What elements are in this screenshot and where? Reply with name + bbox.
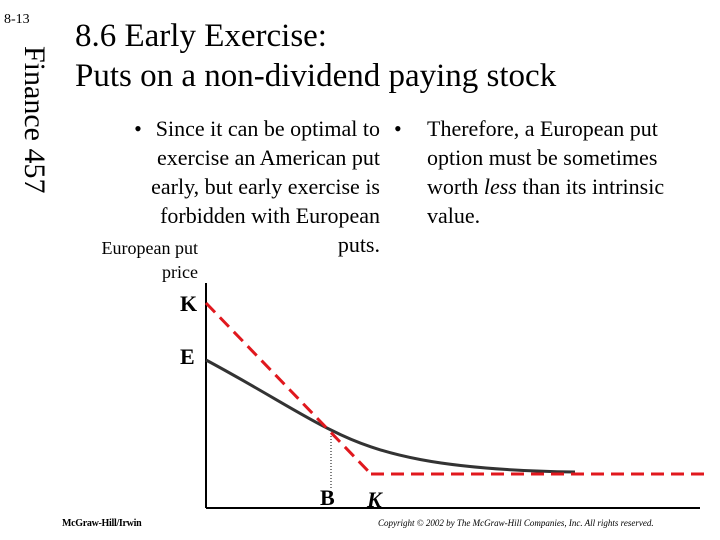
slide-title-line-2: Puts on a non-dividend paying stock bbox=[75, 58, 557, 94]
slide-title: 8.6 Early Exercise: Puts on a non-divide… bbox=[75, 16, 675, 96]
x-tick-strike-k: K bbox=[367, 487, 382, 512]
left-bullet-text-1: Since it can be optimal to bbox=[155, 116, 380, 141]
left-bullet: • Since it can be optimal to exercise an … bbox=[88, 114, 380, 259]
y-axis-label-line-2: price bbox=[162, 262, 198, 282]
right-bullet: • Therefore, a European put option must … bbox=[394, 114, 694, 230]
left-bullet-line-3: early, but early exercise is bbox=[151, 174, 380, 199]
footer-copyright: Copyright © 2002 by The McGraw-Hill Comp… bbox=[378, 518, 654, 528]
slide-title-line-1: 8.6 Early Exercise: bbox=[75, 18, 327, 54]
y-axis-label: European put price bbox=[84, 236, 198, 284]
right-bullet-emphasis: less bbox=[483, 174, 517, 199]
bullet-marker: • bbox=[134, 116, 142, 141]
european-put-curve bbox=[205, 358, 576, 474]
right-bullet-text: Therefore, a European put option must be… bbox=[394, 114, 694, 230]
right-bullet-text-after: than its intrinsic value. bbox=[427, 174, 665, 228]
intrinsic-value-line bbox=[204, 301, 373, 476]
left-bullet-line-5: puts. bbox=[337, 232, 380, 257]
x-tick-b: B bbox=[320, 485, 335, 510]
left-bullet-line-2: exercise an American put bbox=[157, 145, 380, 170]
right-bullet-text-before: Therefore, a European put option must be… bbox=[427, 116, 658, 199]
y-axis-label-line-1: European put bbox=[101, 238, 198, 258]
left-bullet-line-4: forbidden with European bbox=[160, 203, 380, 228]
bullet-marker: • bbox=[394, 116, 402, 141]
side-course-title: Finance 457 bbox=[18, 46, 51, 194]
y-tick-e: E bbox=[180, 344, 195, 369]
left-bullet-line-1: • Since it can be optimal to bbox=[88, 114, 380, 143]
y-tick-strike-k: K bbox=[180, 291, 198, 316]
footer-publisher: McGraw-Hill/Irwin bbox=[62, 518, 142, 529]
slide-number: 8-13 bbox=[4, 12, 30, 27]
